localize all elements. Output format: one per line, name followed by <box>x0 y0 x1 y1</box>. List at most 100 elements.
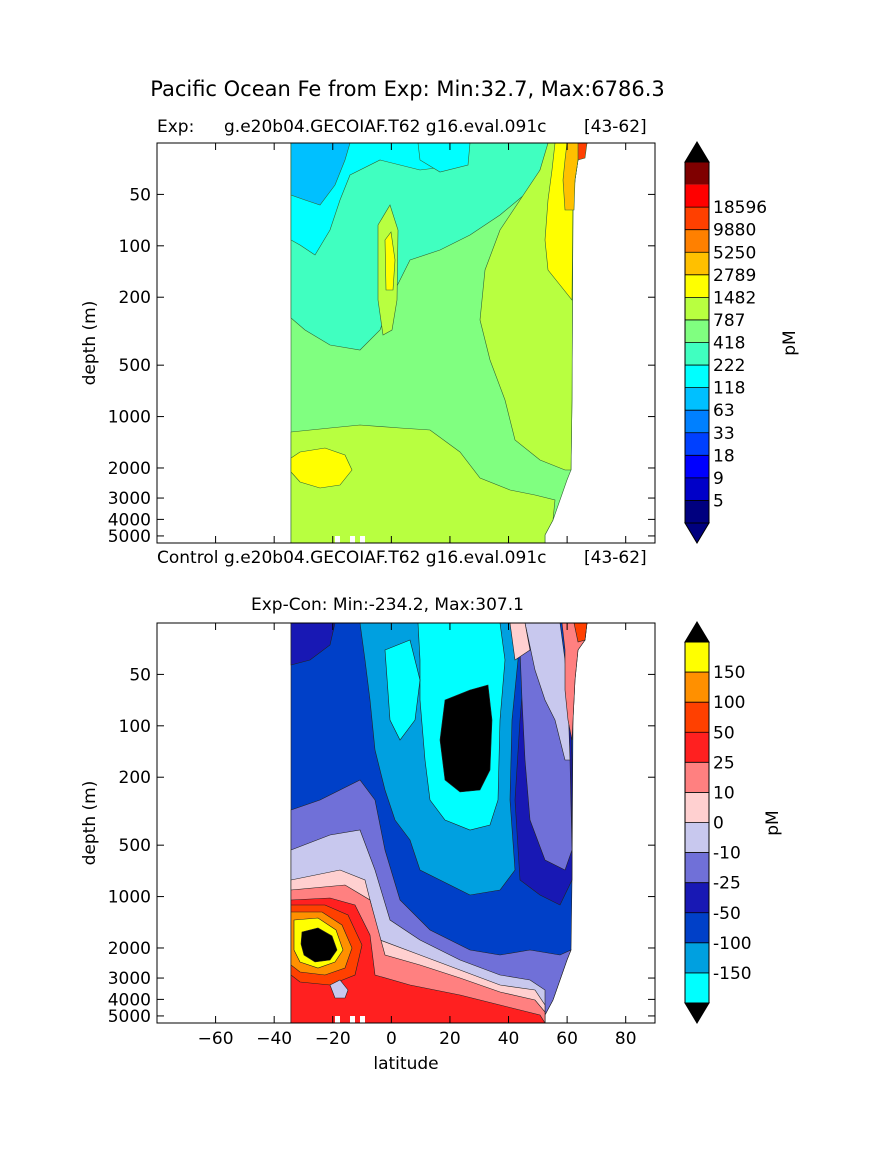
bottom-ytick-label: 2000 <box>108 939 151 959</box>
bottom-colorbar-segment <box>685 642 709 673</box>
top-ytick-label: 200 <box>119 288 151 308</box>
top-colorbar-over <box>684 141 710 163</box>
top-ytick-label: 100 <box>119 237 151 257</box>
top-colorbar-segment <box>685 342 709 366</box>
top-panel-left-title: Exp: <box>157 117 195 137</box>
bottom-colorbar-segment <box>685 762 709 793</box>
bottom-colorbar-over <box>684 621 710 643</box>
bottom-field-cyan-left <box>384 639 421 741</box>
bottom-plot-frame <box>156 622 656 1024</box>
bottom-ytick-label: 5000 <box>108 1007 151 1027</box>
bottom-ytick-label: 50 <box>129 665 151 685</box>
bottom-ytick-label: 4000 <box>108 990 151 1010</box>
bottom-colorbar-tick-label: -10 <box>713 844 741 864</box>
bottom-colorbar-segment <box>685 972 709 1003</box>
bottom-field-east-hot <box>573 623 588 643</box>
bottom-colorbar-segment <box>685 702 709 733</box>
top-colorbar-segment <box>685 274 709 298</box>
top-colorbar-tick-label: 1482 <box>713 288 756 308</box>
top-ytick-label: 1000 <box>108 408 151 428</box>
control-left-label: Control <box>157 548 219 568</box>
bottom-field-black-core <box>439 684 493 793</box>
bottom-ytick-label: 3000 <box>108 969 151 989</box>
top-field-lightblue <box>290 143 351 206</box>
top-colorbar-tick-label: 222 <box>713 356 745 376</box>
bottom-x-axis: −60 −40 −20 0 20 40 60 80 <box>198 623 637 1049</box>
bottom-panel-title: Exp-Con: Min:-234.2, Max:307.1 <box>251 595 524 615</box>
top-colorbar-segment <box>685 387 709 411</box>
bottom-xtick-label: 60 <box>556 1029 578 1049</box>
bottom-colorbar-label: pM <box>763 810 783 835</box>
top-colorbar-segment <box>685 455 709 478</box>
top-colorbar-tick-label: 18 <box>713 446 735 466</box>
bottom-field-navy-west <box>290 623 336 666</box>
bottom-xtick-label: 80 <box>615 1029 637 1049</box>
top-ytick-label: 2000 <box>108 459 151 479</box>
control-right-label: [43-62] <box>584 548 647 568</box>
top-colorbar-tick-label: 18596 <box>713 198 767 218</box>
bottom-colorbar-segment <box>685 942 709 973</box>
control-center-label: g.e20b04.GECOIAF.T62 g16.eval.091c <box>224 548 547 568</box>
top-ytick-label: 3000 <box>108 489 151 509</box>
bottom-ytick-label: 100 <box>119 717 151 737</box>
top-colorbar-tick-label: 9 <box>713 469 724 489</box>
bottom-field-blob-small <box>329 979 349 999</box>
bottom-colorbar-tick-label: 25 <box>713 753 735 773</box>
bottom-colorbar-segment <box>685 792 709 823</box>
bottom-xtick-label: −40 <box>256 1029 292 1049</box>
bottom-colorbar-tick-label: 10 <box>713 783 735 803</box>
bottom-field-east-pink <box>509 623 531 661</box>
bottom-ytick-label: 200 <box>119 768 151 788</box>
top-plot-frame <box>156 142 656 544</box>
bottom-colorbar-segment <box>685 822 709 853</box>
top-field-cyan-small <box>417 143 471 173</box>
top-colorbar-segment <box>685 319 709 343</box>
top-colorbar-tick-label: 418 <box>713 334 745 354</box>
top-y-axis-label: depth (m) <box>80 301 100 386</box>
bottom-colorbar-segment <box>685 672 709 703</box>
top-panel-center-title: g.e20b04.GECOIAF.T62 g16.eval.091c <box>224 117 547 137</box>
figure-title: Pacific Ocean Fe from Exp: Min:32.7, Max… <box>150 77 665 101</box>
bottom-ytick-label: 500 <box>119 836 151 856</box>
top-colorbar-segment <box>685 365 709 388</box>
bottom-colorbar-segment <box>685 732 709 763</box>
top-colorbar-tick-label: 118 <box>713 379 745 399</box>
top-colorbar-segment <box>685 297 709 320</box>
top-colorbar-tick-label: 787 <box>713 311 745 331</box>
top-field-streak-core <box>384 231 396 291</box>
bottom-contour-field <box>290 623 588 1023</box>
top-colorbar-tick-label: 2789 <box>713 266 756 286</box>
top-colorbar-under <box>684 522 710 544</box>
bottom-colorbar-tick-label: 50 <box>713 723 735 743</box>
top-colorbar-segment <box>685 500 709 523</box>
bottom-field-hot-black <box>300 927 338 963</box>
bottom-ytick-label: 1000 <box>108 888 151 908</box>
bottom-colorbar-segment <box>685 912 709 943</box>
top-panel-right-title: [43-62] <box>584 117 647 137</box>
top-contour-field <box>290 143 588 543</box>
bottom-x-axis-label: latitude <box>373 1054 438 1074</box>
bottom-colorbar-under <box>684 1002 710 1024</box>
bottom-colorbar-segment <box>685 852 709 883</box>
bottom-xtick-label: −60 <box>198 1029 234 1049</box>
top-colorbar-tick-label: 5 <box>713 491 724 511</box>
bottom-colorbar-tick-label: -50 <box>713 904 741 924</box>
top-colorbar-tick-label: 63 <box>713 401 735 421</box>
top-ytick-label: 4000 <box>108 510 151 530</box>
top-ytick-label: 50 <box>129 185 151 205</box>
top-colorbar-label: pM <box>780 330 800 355</box>
top-colorbar-segment <box>685 410 709 433</box>
bottom-xtick-label: 40 <box>498 1029 520 1049</box>
bottom-colorbar-tick-label: -25 <box>713 874 741 894</box>
bottom-y-axis-label: depth (m) <box>80 781 100 866</box>
bottom-xtick-label: 20 <box>439 1029 461 1049</box>
top-colorbar-tick-label: 5250 <box>713 243 756 263</box>
bottom-field-east-lavender <box>524 623 571 761</box>
top-ytick-label: 500 <box>119 356 151 376</box>
top-colorbar-segment <box>685 207 709 230</box>
